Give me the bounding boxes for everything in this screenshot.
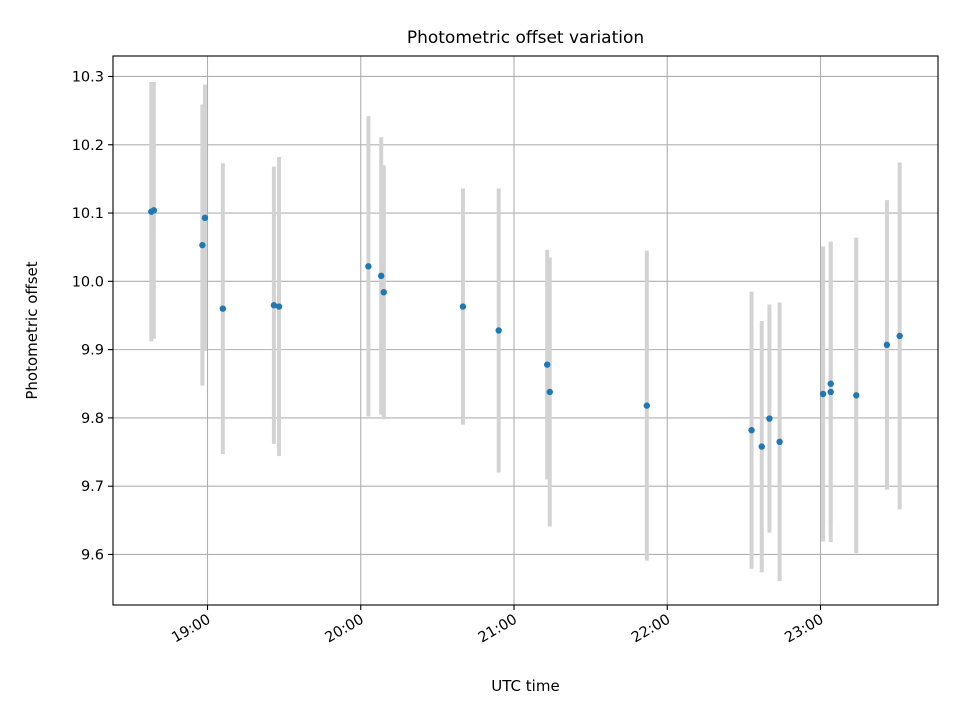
data-point xyxy=(819,390,827,398)
data-point xyxy=(495,327,502,334)
data-point xyxy=(896,332,903,340)
data-point xyxy=(546,388,553,396)
y-tick-label: 10.0 xyxy=(72,274,104,290)
y-tick-label: 10.3 xyxy=(72,69,104,85)
data-point xyxy=(270,302,278,309)
grid-layer xyxy=(113,56,938,605)
y-tick-label: 10.2 xyxy=(72,138,104,154)
y-tick-label: 9.9 xyxy=(81,343,104,359)
chart-title: Photometric offset variation xyxy=(407,28,644,48)
plot-frame xyxy=(112,55,939,606)
data-point xyxy=(459,303,467,310)
data-point xyxy=(883,341,891,349)
data-point xyxy=(365,263,372,270)
data-point xyxy=(377,272,385,280)
y-tick-label: 10.1 xyxy=(72,206,104,222)
data-point xyxy=(776,438,783,446)
y-axis-label: Photometric offset xyxy=(23,261,41,399)
data-point xyxy=(275,303,283,310)
data-point xyxy=(380,289,387,296)
data-point xyxy=(853,392,860,399)
data-point xyxy=(827,380,834,387)
data-point xyxy=(150,207,158,214)
data-point xyxy=(201,214,209,222)
data-point xyxy=(758,443,765,450)
y-tick-label: 9.7 xyxy=(81,479,104,495)
point-layer xyxy=(148,207,903,450)
data-point xyxy=(766,415,773,422)
y-tick-label: 9.8 xyxy=(81,411,104,427)
y-tick-label: 9.6 xyxy=(81,547,104,563)
data-point xyxy=(748,426,755,434)
data-point xyxy=(544,361,551,368)
data-point xyxy=(643,402,651,409)
x-axis-label: UTC time xyxy=(491,677,559,695)
data-point xyxy=(199,241,206,249)
data-point xyxy=(219,305,227,312)
data-point xyxy=(827,388,834,396)
